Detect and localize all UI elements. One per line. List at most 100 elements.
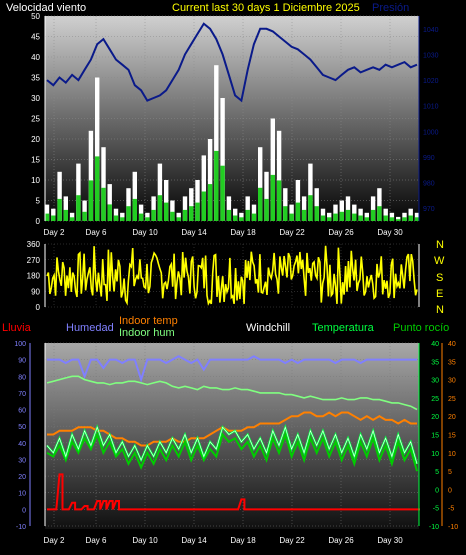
x-tick-label: Day 6: [86, 228, 107, 237]
x-tick-label: Day 10: [132, 228, 158, 237]
wind-average-bar: [414, 217, 420, 221]
wind-average-bar: [176, 217, 181, 221]
wind-average-bar: [151, 209, 156, 221]
wind-gust-bar: [138, 204, 144, 221]
y-right-tick-label: 15: [431, 433, 439, 440]
wind-gust-bar: [170, 200, 175, 221]
wind-average-bar: [370, 209, 376, 221]
wind-gust-bar: [51, 208, 56, 221]
wind-gust-bar: [377, 188, 382, 221]
wind-gust-bar: [176, 212, 181, 221]
wind-average-bar: [182, 209, 188, 221]
humidity-line: [47, 355, 417, 383]
wind-average-bar: [76, 195, 81, 221]
wind-average-bar: [164, 202, 169, 221]
wind-average-bar: [308, 195, 313, 221]
wind-average-bar: [145, 217, 150, 221]
y-tick-label: 35: [31, 74, 40, 83]
y-tick-label: 20: [31, 135, 40, 144]
x-tick-label: Day 18: [230, 228, 256, 237]
y-tick-label: -10: [16, 524, 26, 531]
wind-gust-bar: [107, 184, 112, 221]
wind-gust-bar: [264, 171, 269, 221]
wind-gust-bar: [195, 180, 200, 221]
x-tick-label: Day 2: [44, 536, 65, 545]
wind-average-bar: [44, 213, 50, 221]
wind-gust-bar: [327, 212, 332, 221]
humidity-panel-background: [45, 343, 419, 529]
y-tick-label: 10: [31, 176, 40, 185]
wind-gust-bar: [151, 196, 156, 221]
y-right-tick-label: 1000: [423, 129, 439, 136]
y-far-right-tick-label: -5: [448, 506, 454, 513]
wind-gust-bar: [189, 188, 194, 221]
wind-gust-bar: [182, 196, 188, 221]
wind-average-bar: [301, 209, 307, 221]
y-far-right-tick-label: 25: [448, 396, 456, 403]
y-tick-label: 40: [18, 441, 26, 448]
wind-gust-bar: [289, 204, 294, 221]
wind-average-bar: [69, 217, 75, 221]
direction-panel-axes: 0 90 180 270 360: [27, 240, 420, 312]
wind-average-bar: [383, 215, 388, 221]
y-tick-label: 5: [36, 197, 41, 206]
y-right-tick-label: 0: [435, 487, 439, 494]
rain-line: [47, 473, 420, 511]
y-tick-label: 270: [27, 256, 41, 265]
y-right-tick-label: 980: [423, 181, 435, 188]
y-right-tick-label: 5: [435, 469, 439, 476]
compass-labels: N W S E N: [434, 239, 445, 316]
wind-average-bar: [283, 206, 288, 221]
wind-average-bar: [95, 156, 100, 221]
pressure-label: Presión: [372, 2, 409, 14]
y-right-tick-label: 20: [431, 414, 439, 421]
wind-panel-axes: 0 5 10 15 20 25 30 35 40 45 50 970 980 990 1000 1010 102…: [31, 12, 439, 237]
x-tick-label: Day 18: [230, 536, 256, 545]
humidity-temperature-series: [46, 355, 420, 511]
y-tick-label: 90: [31, 287, 40, 296]
wind-average-bar: [245, 209, 250, 221]
wind-gust-bar: [408, 208, 413, 221]
y-tick-label: 50: [31, 12, 40, 21]
wind-average-bar: [258, 187, 263, 221]
wind-average-bar: [314, 206, 319, 221]
wind-gust-bar: [113, 208, 119, 221]
y-tick-label: 0: [22, 507, 26, 514]
wind-gust-bar: [402, 212, 407, 221]
wind-gust-bar: [226, 196, 232, 221]
wind-gust-bar: [76, 163, 81, 221]
y-tick-label: 180: [27, 272, 41, 281]
wind-average-bar: [220, 165, 225, 221]
wind-average-bar: [239, 217, 244, 221]
wind-gust-series: [44, 65, 420, 221]
indoor-temperature-line: [47, 411, 417, 447]
wind-gust-bar: [352, 204, 357, 221]
wind-gust-bar: [396, 216, 401, 221]
wind-gust-bar: [314, 188, 319, 221]
wind-gust-bar: [120, 212, 125, 221]
y-tick-label: 10: [18, 491, 26, 498]
wind-average-bar: [264, 198, 269, 221]
wind-gust-bar: [82, 200, 87, 221]
wind-gust-bar: [69, 212, 75, 221]
wind-average-bar: [57, 198, 62, 221]
wind-gust-bar: [364, 212, 369, 221]
x-tick-label: Day 26: [328, 536, 354, 545]
wind-gust-bar: [270, 118, 275, 221]
wind-average-bar: [189, 206, 194, 221]
y-tick-label: 360: [27, 240, 41, 249]
wind-average-bar: [170, 211, 175, 221]
wind-average-bar: [295, 202, 301, 221]
wind-average-bar: [389, 217, 395, 221]
wind-gust-bar: [389, 212, 395, 221]
wind-average-bar: [207, 184, 213, 221]
wind-average-bar: [352, 213, 357, 221]
wind-speed-label: Velocidad viento: [6, 2, 86, 14]
wind-average-bar: [396, 219, 401, 221]
wind-average-bar: [120, 217, 125, 221]
wind-average-bar: [51, 215, 56, 221]
wind-gust-bar: [207, 139, 213, 221]
y-far-right-tick-label: 0: [448, 487, 452, 494]
legend-rain: Lluvia: [2, 322, 32, 334]
